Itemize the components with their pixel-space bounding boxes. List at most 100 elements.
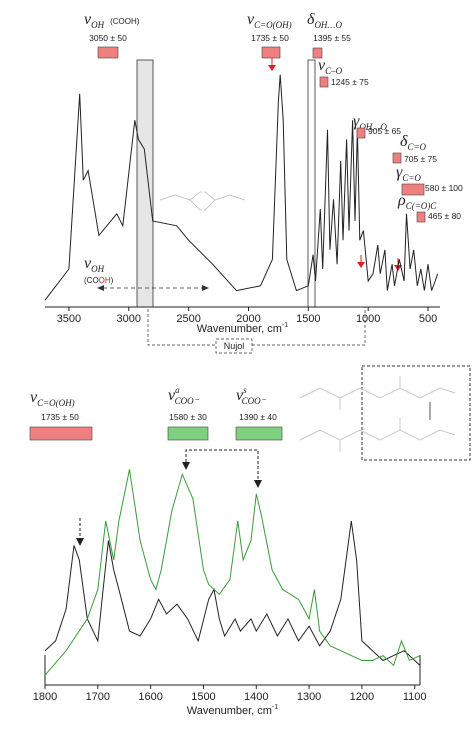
red-arrows [268, 58, 402, 271]
range-label: 3050 ± 50 [89, 33, 127, 43]
nujol-band [307, 59, 316, 308]
annotation-symbol: νOH (COOH) [84, 11, 140, 30]
range-label: 1395 ± 55 [313, 33, 351, 43]
symbol: δ [307, 11, 315, 28]
range-label: 1245 ± 75 [331, 77, 369, 87]
structure-box [361, 365, 471, 461]
subscript: C=O(OH) [37, 398, 75, 408]
x-tick-label: 1200 [350, 691, 374, 703]
symbol: ν [318, 57, 326, 74]
x-tick-label: 1300 [297, 691, 321, 703]
note: (CO [84, 276, 99, 285]
x-tick-label: 1100 [403, 691, 427, 703]
range-box [97, 46, 119, 59]
x-axis-label: Wavenumber, cm-1 [197, 322, 289, 335]
x-tick-label: 1400 [244, 691, 268, 703]
range-label: 1735 ± 50 [251, 33, 289, 43]
range-label: 905 ± 65 [368, 126, 401, 136]
subscript: C=O [407, 142, 426, 152]
x-tick-label: 1500 [296, 313, 320, 325]
subscript: OH…O [314, 20, 342, 30]
spectrum-line [44, 469, 421, 676]
annotation-symbol: νOH [84, 255, 105, 274]
subscript: COO⁻ [242, 396, 267, 406]
subscript: C=O(OH) [254, 20, 292, 30]
symbol: γ [396, 164, 403, 181]
subscript: C–O [325, 66, 343, 76]
x-tick-label: 1800 [33, 691, 57, 703]
x-tick-label: 1000 [356, 313, 380, 325]
range-label: 1580 ± 30 [169, 412, 207, 422]
symbol: ν [84, 255, 92, 272]
subscript: C(=O)C [406, 201, 438, 211]
superscript: s [243, 385, 247, 395]
range-box [319, 76, 329, 88]
x-tick-label: 1500 [191, 691, 215, 703]
annotation-symbol: δC=O [400, 133, 427, 152]
overlay-note: (COOH) [84, 276, 114, 285]
annotation-symbol: νC=O(OH) [247, 11, 292, 30]
range-box [356, 127, 366, 139]
x-axis-label: Wavenumber, cm-1 [187, 704, 279, 717]
spectrum-line [44, 74, 439, 301]
range-box [235, 426, 283, 441]
x-tick-label: 1600 [138, 691, 162, 703]
range-label: 465 ± 80 [428, 211, 461, 221]
range-label: 580 ± 100 [425, 183, 463, 193]
x-axis-label-text: Wavenumber, cm [187, 705, 272, 717]
symbol: δ [400, 133, 408, 150]
x-tick-label: 500 [419, 313, 437, 325]
x-tick-label: 3500 [57, 313, 81, 325]
nujol-bracket [147, 306, 366, 346]
symbol: ν [168, 387, 176, 404]
range-box [261, 46, 281, 59]
annotation-symbol: γC=O [396, 164, 421, 183]
superscript: a [175, 385, 180, 395]
x-axis-label-text: Wavenumber, cm [197, 323, 282, 335]
range-box [167, 426, 209, 441]
annotation-symbol: νC=O(OH) [30, 389, 75, 408]
annotation-symbol: νs COO⁻ [236, 385, 267, 406]
subscript: C=O [402, 173, 421, 183]
symbol: ν [247, 11, 255, 28]
symbol: ν [84, 11, 92, 28]
x-axis-label-sup: -1 [282, 322, 288, 329]
symbol: γ [353, 113, 360, 130]
x-tick-label: 2000 [236, 313, 260, 325]
note: ) [111, 276, 114, 285]
nujol-label: Nujol [224, 341, 245, 351]
symbol: ρ [397, 192, 406, 209]
subscript: OH…O [359, 122, 387, 132]
subscript: COO⁻ [175, 396, 200, 406]
range-box [392, 152, 402, 164]
range-label: 705 ± 75 [404, 154, 437, 164]
x-tick-label: 3000 [117, 313, 141, 325]
annotation-symbol: ρC(=O)C [397, 192, 437, 211]
annotation-symbol: νa COO⁻ [168, 385, 200, 406]
annotation-symbol: δOH…O [307, 11, 342, 30]
x-tick-label: 2500 [176, 313, 200, 325]
symbol: ν [30, 389, 38, 406]
nujol-label-box [215, 338, 253, 354]
range-box [312, 47, 323, 59]
spectrum-line [44, 520, 421, 666]
range-box [29, 426, 93, 441]
annotation-symbol: νC–O [318, 57, 343, 76]
dimer-sketch [159, 191, 246, 211]
connector [79, 449, 259, 540]
symbol: ν [236, 387, 244, 404]
structure-sketch [299, 376, 456, 452]
x-tick-label: 1700 [86, 691, 110, 703]
annotation-symbol: γOH…O [353, 113, 387, 132]
range-label: 1390 ± 40 [239, 412, 277, 422]
nujol-band [136, 59, 154, 308]
note-red: OH [99, 276, 111, 285]
range-box [401, 183, 425, 196]
x-axis-label-sup: -1 [272, 704, 278, 711]
subscript: OH [91, 20, 104, 30]
annotation-note: (COOH) [110, 17, 140, 26]
subscript: OH [91, 264, 104, 274]
range-box [416, 211, 426, 223]
